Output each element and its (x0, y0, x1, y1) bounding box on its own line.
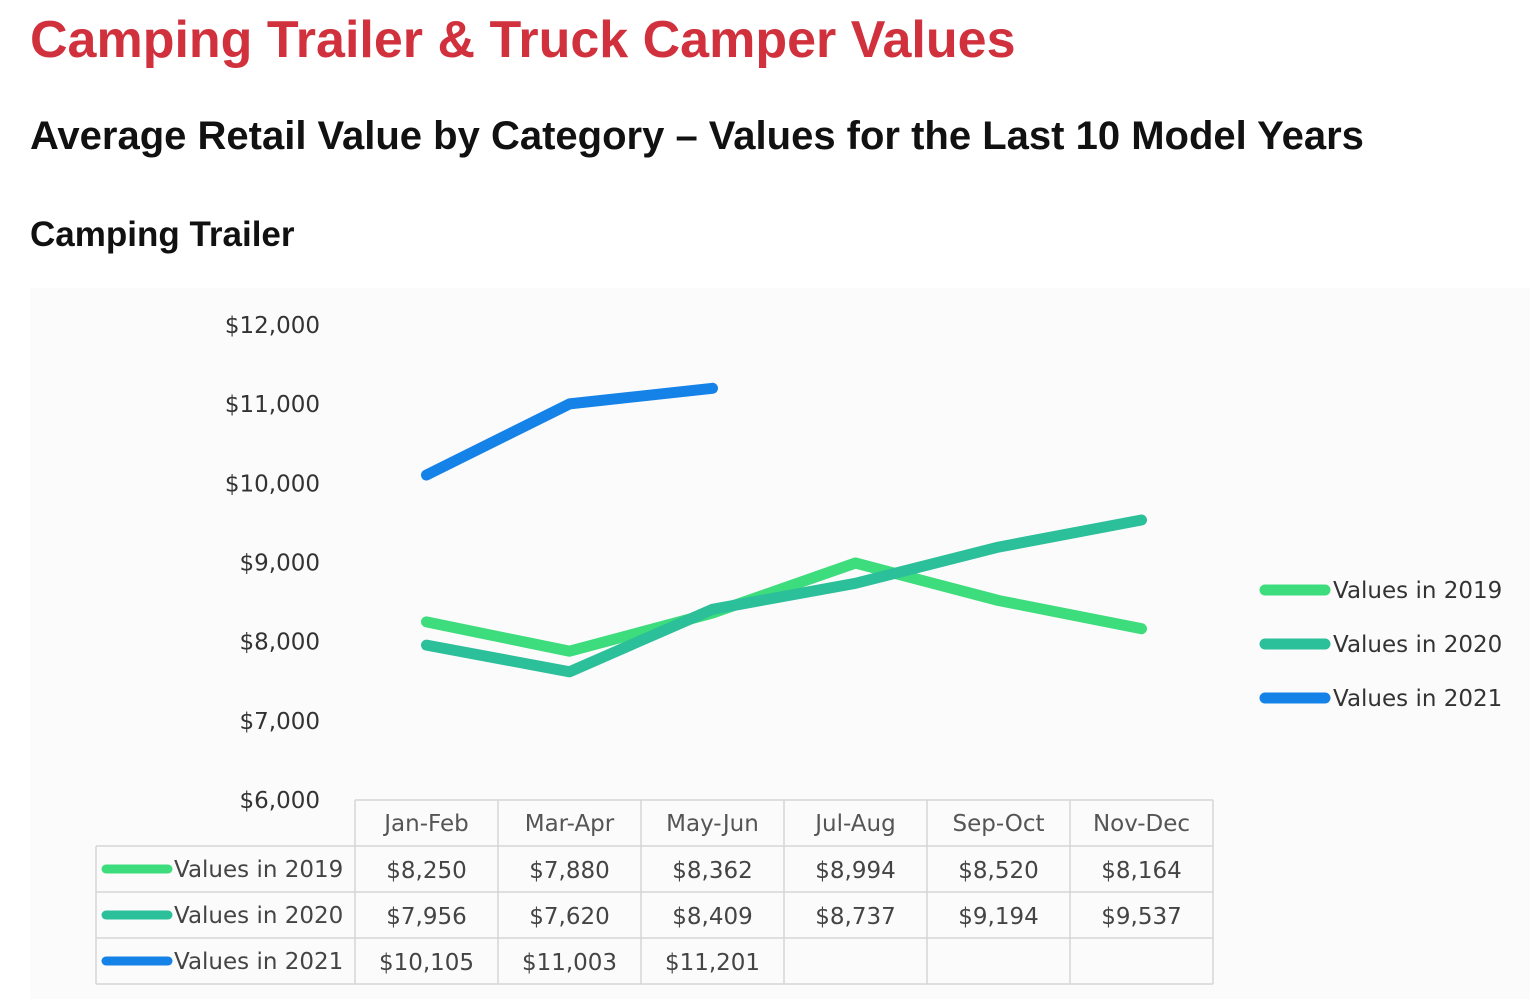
x-category-label: Mar-Apr (525, 811, 615, 837)
y-tick-label: $6,000 (240, 788, 320, 814)
x-category-label: Jan-Feb (382, 811, 468, 837)
data-cell-value: $8,994 (815, 858, 895, 884)
data-table: Jan-Feb Mar-Apr May-Jun Jul-Aug Sep-Oct Nov-D… (95, 799, 1214, 985)
data-cell-value: $10,105 (379, 950, 474, 976)
data-cell-value: $8,737 (815, 904, 895, 930)
legend-label: Values in 2021 (1333, 686, 1502, 712)
y-axis: $6,000 $7,000 $8,000 $9,000 $10,000 $11,000 $1… (225, 313, 320, 814)
table-row-label: Values in 2021 (174, 949, 343, 975)
data-cell-value: $11,201 (665, 950, 760, 976)
y-tick-label: $12,000 (225, 313, 320, 339)
chart-legend: Values in 2019 Values in 2020 Values in 20… (1259, 578, 1502, 712)
y-tick-label: $10,000 (225, 471, 320, 497)
legend-label: Values in 2019 (1333, 578, 1502, 604)
data-cell-value: $8,520 (958, 858, 1038, 884)
data-cell-value: $8,409 (672, 904, 752, 930)
page-title: Camping Trailer & Truck Camper Values (30, 11, 1016, 69)
series-line-2 (421, 514, 1147, 678)
series-line-1 (421, 557, 1147, 657)
series-lines (421, 382, 1147, 678)
x-category-label: Jul-Aug (813, 811, 895, 837)
data-cell-value: $11,003 (522, 950, 617, 976)
table-row-label: Values in 2020 (174, 903, 343, 929)
series-line-3 (421, 382, 718, 481)
data-cell-value: $8,250 (386, 858, 466, 884)
data-cell-value: $8,362 (672, 858, 752, 884)
x-category-label: Nov-Dec (1093, 811, 1190, 837)
page-subtitle: Average Retail Value by Category – Value… (30, 114, 1364, 158)
section-title: Camping Trailer (30, 215, 295, 254)
data-cell-value: $7,620 (529, 904, 609, 930)
x-category-label: May-Jun (666, 811, 759, 837)
y-tick-label: $7,000 (240, 709, 320, 735)
data-cell-value: $9,194 (958, 904, 1038, 930)
data-cell-value: $7,880 (529, 858, 609, 884)
legend-label: Values in 2020 (1333, 632, 1502, 658)
y-tick-label: $9,000 (240, 551, 320, 577)
data-cell-value: $7,956 (386, 904, 466, 930)
y-tick-label: $8,000 (240, 630, 320, 656)
x-category-label: Sep-Oct (952, 811, 1044, 837)
data-cell-value: $9,537 (1101, 904, 1181, 930)
y-tick-label: $11,000 (225, 392, 320, 418)
data-cell-value: $8,164 (1101, 858, 1181, 884)
table-row-label: Values in 2019 (174, 857, 343, 883)
